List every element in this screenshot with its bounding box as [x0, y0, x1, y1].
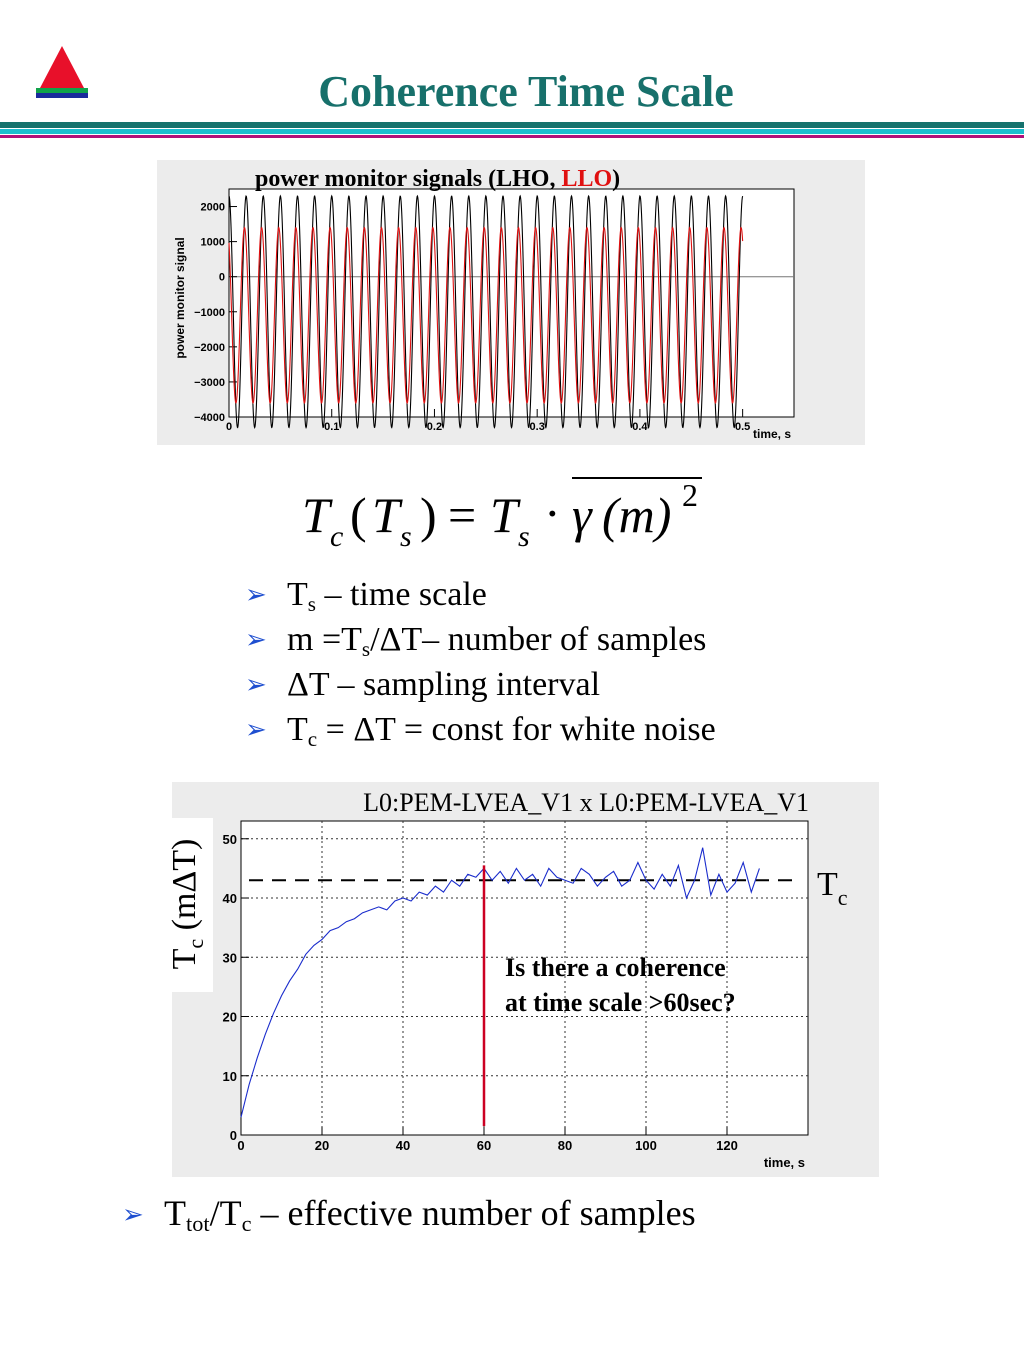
tc-level-label: Tc	[817, 866, 848, 910]
plot-area	[240, 820, 809, 1136]
x-tick-label: 60	[477, 1138, 491, 1153]
formula-rhs-sub: s	[518, 520, 530, 553]
series-lho	[228, 194, 744, 429]
rule-teal	[0, 122, 1024, 128]
power-monitor-chart: power monitor signals (LHO, LLO) power m…	[157, 160, 865, 445]
y-tick-label: −1000	[194, 307, 225, 319]
x-tick-label: 0	[237, 1138, 244, 1153]
bullet-number-of-samples: ➢ m =Ts/ΔT– number of samples	[245, 617, 716, 662]
x-tick-label: 0.1	[324, 421, 339, 433]
x-axis-label: time, s	[753, 427, 791, 441]
annotation-line-1: Is there a coherence	[505, 953, 726, 982]
y-tick-label: 1000	[201, 237, 225, 249]
x-tick-label: 0.2	[427, 421, 442, 433]
y-tick-label: −2000	[194, 342, 225, 354]
x-axis-label: time, s	[764, 1155, 805, 1170]
y-tick-label: 0	[219, 272, 225, 284]
y-tick-label: 10	[223, 1069, 237, 1084]
x-tick-label: 0.4	[632, 421, 648, 433]
y-tick-label: 20	[223, 1010, 237, 1025]
chart-title: power monitor signals (LHO, LLO)	[255, 166, 620, 192]
formula-sub-c: c	[330, 520, 343, 553]
y-axis-label: power monitor signal	[173, 237, 187, 358]
chart-title: L0:PEM-LVEA_V1 x L0:PEM-LVEA_V1	[363, 788, 809, 817]
y-tick-label: −3000	[194, 377, 225, 389]
bullet-arrow-icon: ➢	[245, 670, 267, 700]
formula-Ts-T: T	[372, 487, 403, 543]
bullet-arrow-icon: ➢	[245, 625, 267, 655]
y-label-box	[157, 818, 213, 992]
bullet-arrow-icon: ➢	[245, 715, 267, 745]
bullet-arrow-icon: ➢	[122, 1200, 144, 1230]
formula-Ts-sub: s	[400, 520, 412, 553]
bullet-white-noise: ➢ Tc = ΔT = const for white noise	[245, 707, 716, 752]
rule-magenta	[0, 135, 1024, 138]
annotation-line-2: at time scale >60sec?	[505, 988, 736, 1017]
logo-triangle-icon	[36, 46, 88, 98]
x-tick-label: 0.3	[530, 421, 545, 433]
tc-series-line	[240, 847, 760, 1118]
x-tick-label: 80	[558, 1138, 572, 1153]
bullet-sampling-interval: ➢ ΔT – sampling interval	[245, 662, 716, 707]
y-tick-label: 30	[223, 950, 237, 965]
formula-gamma: γ	[572, 487, 593, 543]
x-tick-label: 0.5	[735, 421, 750, 433]
x-tick-label: 20	[315, 1138, 329, 1153]
formula-open-paren: (	[350, 487, 367, 543]
bullet-arrow-icon: ➢	[245, 580, 267, 610]
bullet-effective-samples: ➢ Ttot/Tc – effective number of samples	[122, 1193, 696, 1236]
y-tick-label: 40	[223, 891, 237, 906]
x-tick-label: 0	[226, 421, 232, 433]
coherence-time-formula: T c ( T s ) = T s · γ (m) 2	[302, 477, 702, 553]
x-tick-label: 40	[396, 1138, 410, 1153]
formula-dot: ·	[544, 485, 561, 541]
title-rules	[0, 122, 1024, 138]
definitions-list: ➢ Ts – time scale ➢ m =Ts/ΔT– number of sa…	[245, 572, 716, 752]
page-title: Coherence Time Scale	[318, 67, 734, 116]
formula-equals: =	[448, 487, 476, 543]
formula-rhs-T: T	[490, 487, 521, 543]
x-tick-label: 120	[716, 1138, 738, 1153]
rule-cyan	[0, 129, 1024, 134]
formula-T: T	[302, 487, 333, 543]
y-tick-label: 2000	[201, 202, 225, 214]
formula-close-paren: )	[420, 487, 437, 543]
y-tick-label: 50	[223, 832, 237, 847]
bullet-time-scale: ➢ Ts – time scale	[245, 572, 716, 617]
coherence-time-chart: L0:PEM-LVEA_V1 x L0:PEM-LVEA_V1 Tc (mΔT)…	[157, 782, 879, 1177]
y-tick-label: −4000	[194, 412, 225, 424]
formula-power: 2	[682, 477, 698, 513]
series-llo	[228, 226, 744, 405]
y-axis-label: Tc (mΔT)	[166, 839, 208, 970]
formula-m-group: (m)	[602, 487, 671, 543]
y-tick-label: 0	[230, 1128, 237, 1143]
x-tick-label: 100	[635, 1138, 657, 1153]
